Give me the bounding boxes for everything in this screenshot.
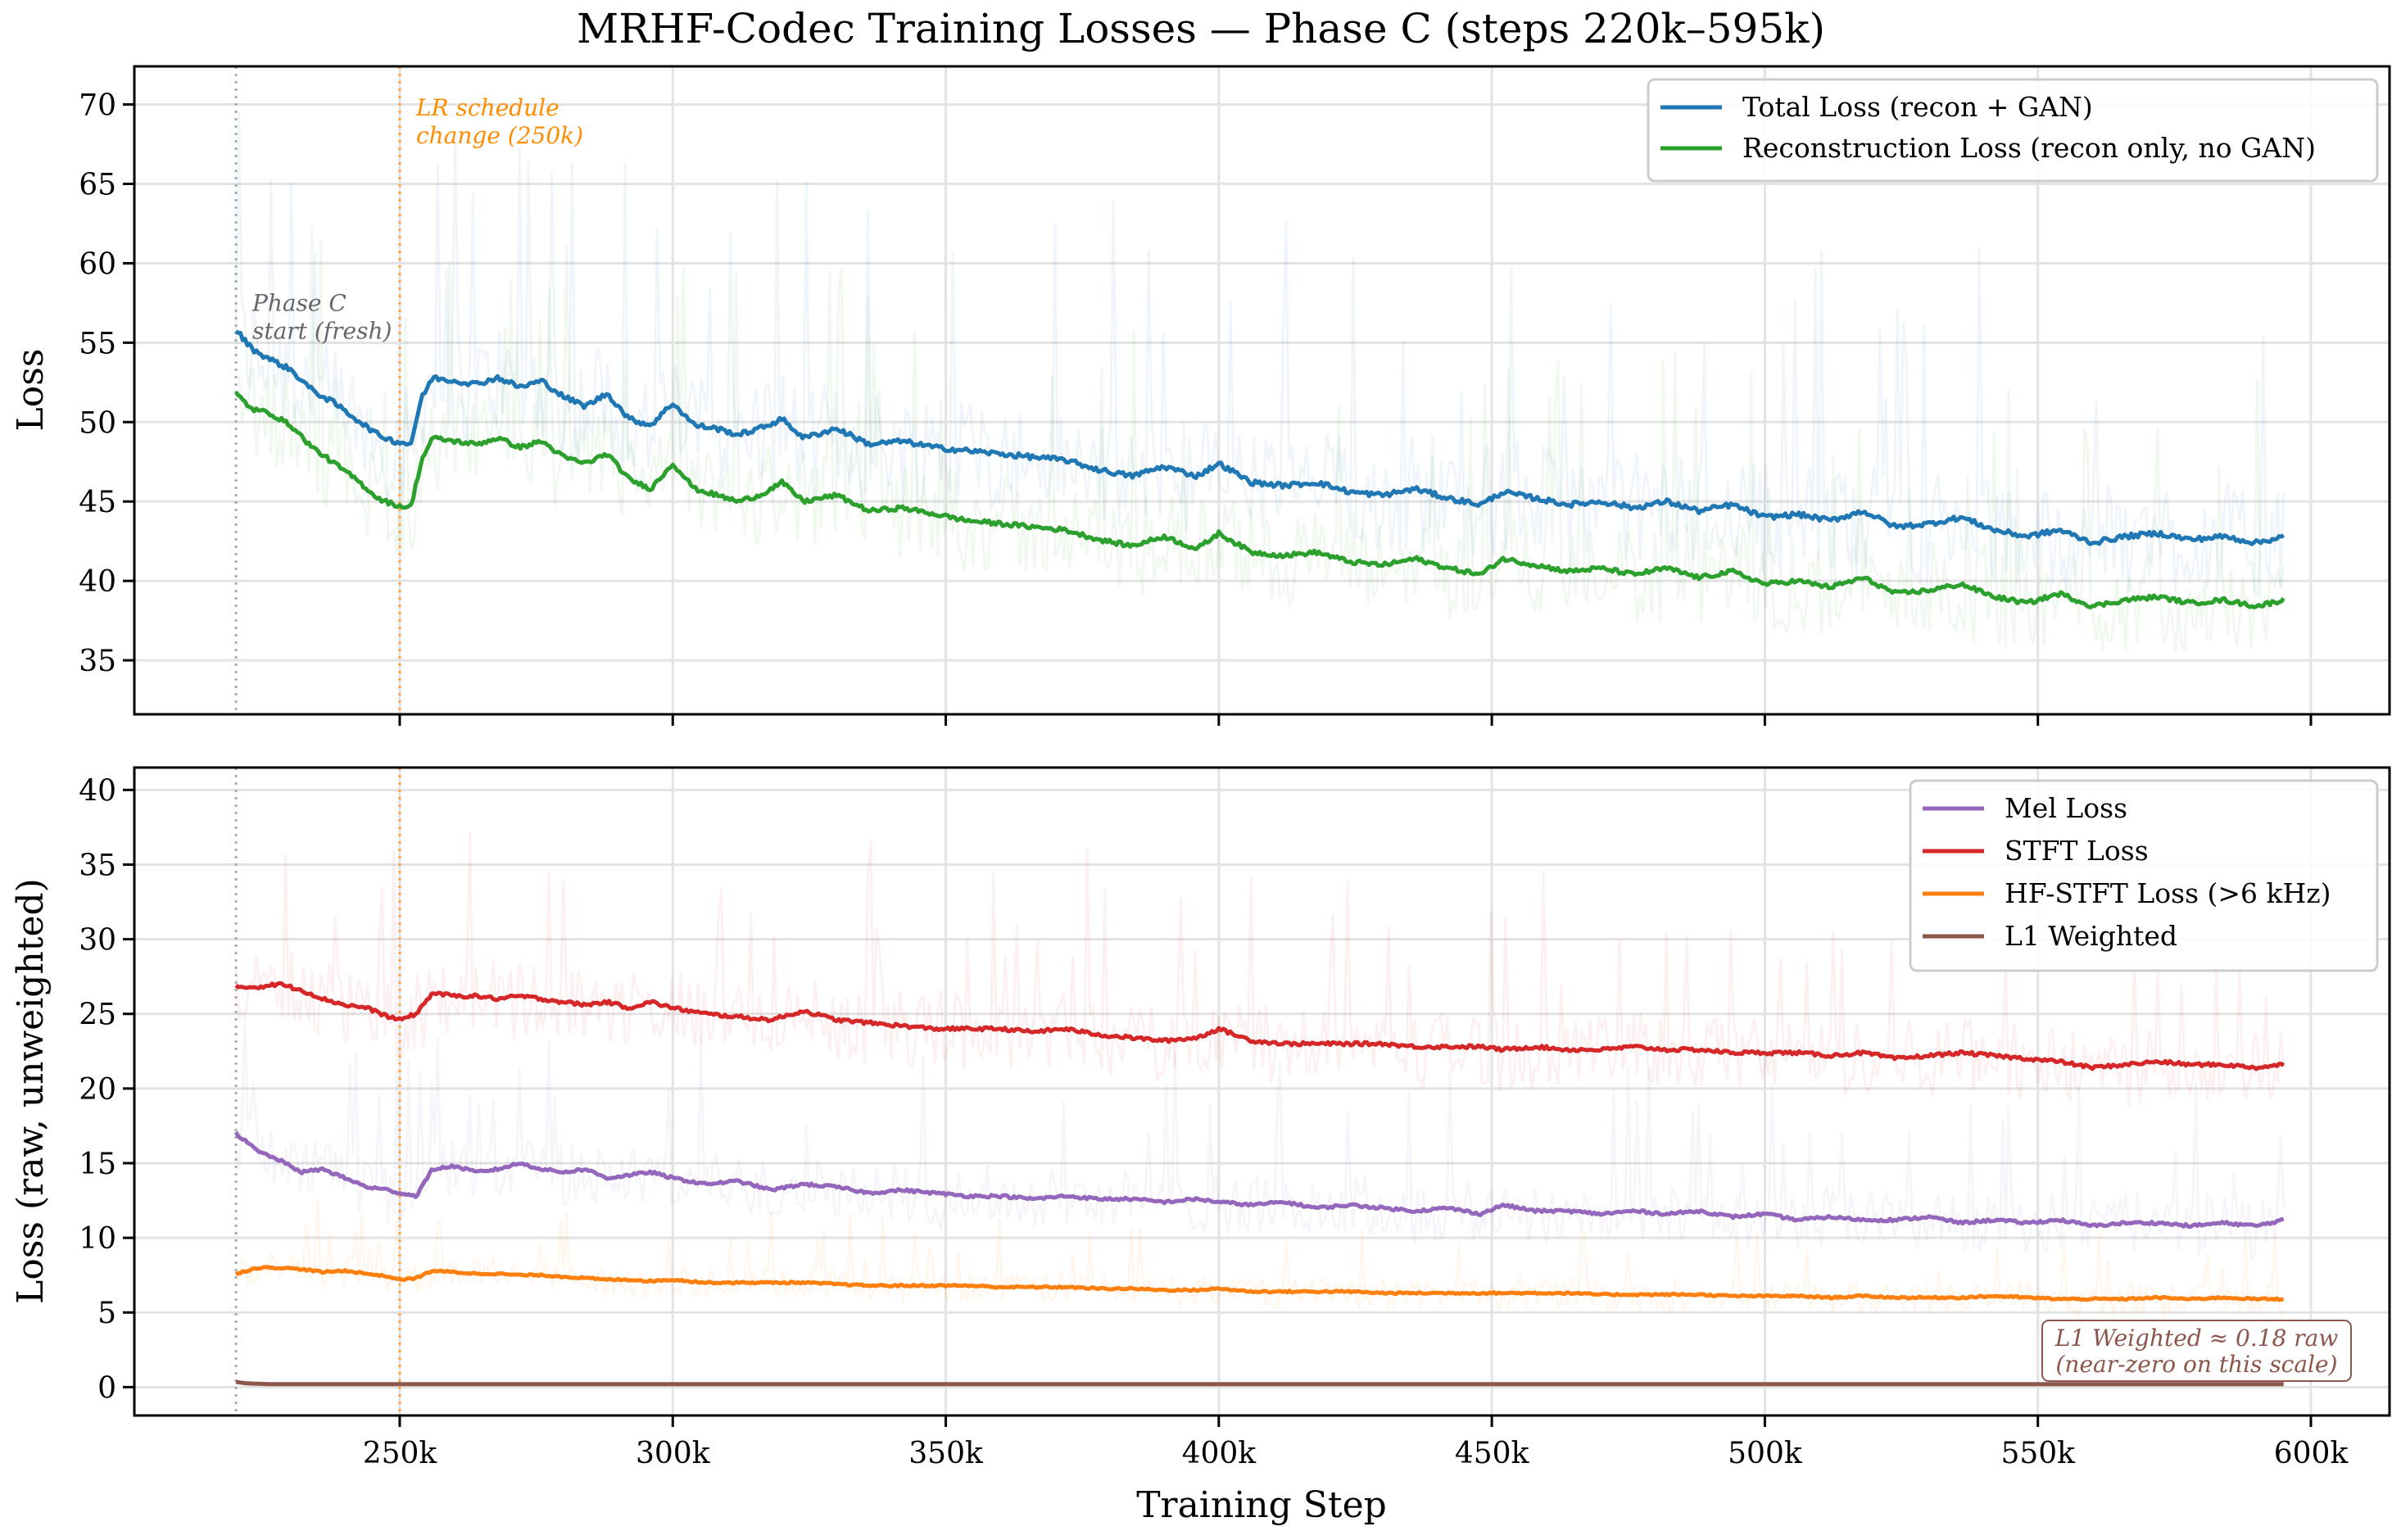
ytick-label: 40 <box>79 774 116 808</box>
ytick-label: 35 <box>79 849 116 882</box>
ytick-label: 50 <box>79 406 116 440</box>
ytick-label: 0 <box>97 1371 116 1405</box>
legend-label: L1 Weighted <box>2005 920 2177 952</box>
top-series-lines <box>233 329 2285 609</box>
ytick-label: 55 <box>79 327 116 360</box>
legend-label: HF-STFT Loss (>6 kHz) <box>2005 877 2331 909</box>
ytick-label: 65 <box>79 168 116 202</box>
xlabel: Training Step <box>1136 1484 1387 1526</box>
series-line-0 <box>233 1130 2285 1230</box>
bottom-xticks: 250k 300k 350k 400k 450k 500k 550k 600k <box>363 1415 2349 1470</box>
bottom-vlines <box>234 768 401 1415</box>
bottom-yticks: 0 5 10 15 20 25 30 35 40 <box>79 774 134 1405</box>
legend-label: STFT Loss <box>2005 835 2149 867</box>
series-line-1 <box>233 391 2285 609</box>
annotation-text: L1 Weighted ≈ 0.18 raw <box>2054 1325 2339 1352</box>
series-line-3 <box>235 1379 2284 1387</box>
ytick-label: 25 <box>79 999 116 1032</box>
top-yticks: 35 40 45 50 55 60 65 70 <box>79 89 134 678</box>
top-axes-frame <box>133 65 2391 716</box>
ytick-label: 70 <box>79 89 116 123</box>
xtick-label: 600k <box>2274 1437 2349 1470</box>
series-line-0 <box>234 329 2285 546</box>
top-legend: Total Loss (recon + GAN) Reconstruction L… <box>1647 78 2379 183</box>
xtick-label: 550k <box>2000 1437 2076 1470</box>
annotation-text: change (250k) <box>416 122 583 149</box>
ytick-label: 35 <box>79 645 116 678</box>
annotation-text: (near-zero on this scale) <box>2055 1351 2337 1378</box>
annotation-box <box>2041 1320 2352 1382</box>
ytick-label: 15 <box>79 1148 116 1181</box>
annotation-text: start (fresh) <box>252 318 392 345</box>
ytick-label: 10 <box>79 1222 116 1256</box>
annotation-text: LR schedule <box>415 94 559 121</box>
bottom-grid <box>134 768 2390 1415</box>
annotation-text: Phase C <box>251 290 347 317</box>
top-ylabel: Loss <box>10 349 52 432</box>
bottom-annotations: L1 Weighted ≈ 0.18 raw(near-zero on this… <box>2041 1320 2352 1382</box>
top-xticks <box>398 714 2313 726</box>
xtick-label: 300k <box>636 1437 711 1470</box>
xtick-label: 400k <box>1182 1437 1257 1470</box>
series-line-1 <box>234 981 2285 1071</box>
raw-band-1 <box>234 831 2285 1107</box>
legend-label: Reconstruction Loss (recon only, no GAN) <box>1742 132 2316 164</box>
ytick-label: 5 <box>97 1297 116 1330</box>
ytick-label: 60 <box>79 247 116 281</box>
legend-box <box>1909 779 2379 972</box>
bottom-axes-frame <box>133 766 2391 1417</box>
top-vlines <box>234 66 401 714</box>
xtick-label: 350k <box>908 1437 984 1470</box>
bottom-series-lines <box>233 981 2285 1387</box>
series-line-2 <box>234 1265 2284 1302</box>
legend-box <box>1647 78 2379 183</box>
xtick-label: 250k <box>363 1437 438 1470</box>
top-grid <box>134 66 2390 714</box>
ytick-label: 30 <box>79 924 116 958</box>
legend-label: Total Loss (recon + GAN) <box>1742 91 2093 123</box>
xtick-label: 500k <box>1728 1437 1803 1470</box>
panel-bottom: L1 Weighted ≈ 0.18 raw(near-zero on this… <box>10 766 2391 1526</box>
bottom-ylabel: Loss (raw, unweighted) <box>10 878 52 1304</box>
legend-label: Mel Loss <box>2005 792 2127 824</box>
chart-title: MRHF-Codec Training Losses — Phase C (st… <box>577 5 1825 52</box>
ytick-label: 20 <box>79 1073 116 1107</box>
ytick-label: 45 <box>79 486 116 519</box>
bottom-legend: Mel Loss STFT Loss HF-STFT Loss (>6 kHz) L1… <box>1909 779 2379 972</box>
xtick-label: 450k <box>1455 1437 1530 1470</box>
ytick-label: 40 <box>79 565 116 599</box>
raw-band-0 <box>234 1021 2285 1263</box>
